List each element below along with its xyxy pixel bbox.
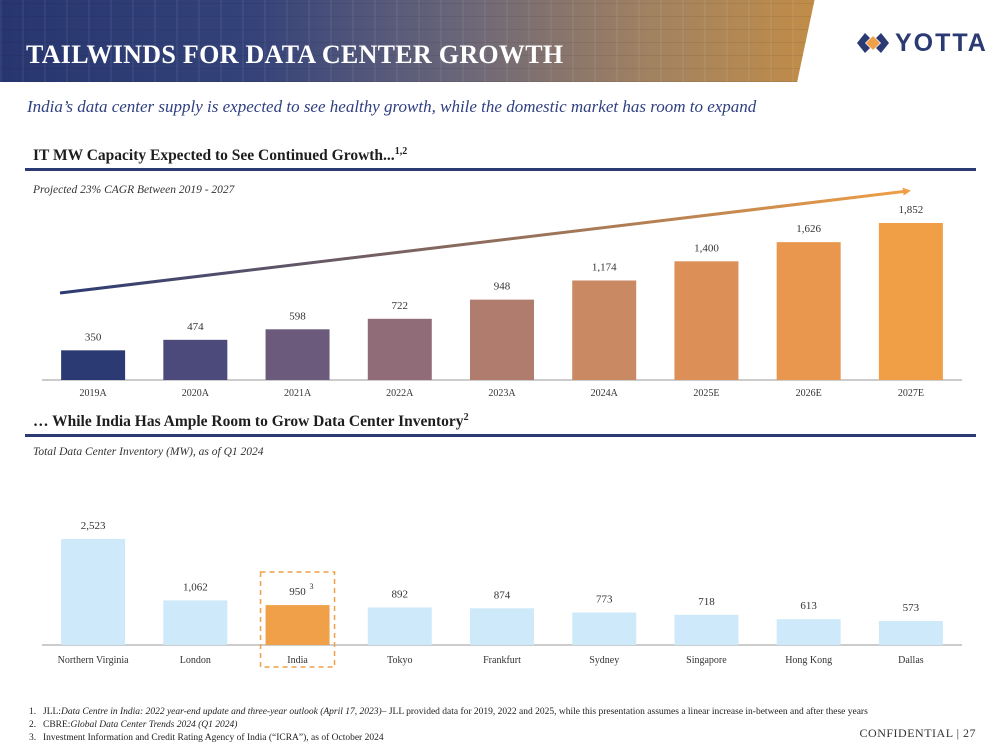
tick-label-2019a: 2019A — [79, 388, 107, 399]
banner-texture — [0, 0, 835, 82]
tick-label-2027e: 2027E — [898, 388, 924, 399]
highlight-footnote-ref: 3 — [310, 582, 314, 591]
bar-sydney — [572, 612, 637, 645]
data-label-hong-kong: 613 — [800, 600, 817, 612]
section1-note: Projected 23% CAGR Between 2019 - 2027 — [33, 184, 235, 196]
bar-dallas — [878, 620, 943, 645]
footnotes: 1. JLL: Data Centre in India: 2022 year-… — [29, 706, 868, 745]
tick-label-india: India — [287, 655, 308, 666]
tick-label-northern-virginia: Northern Virginia — [58, 655, 130, 666]
section2-note: Total Data Center Inventory (MW), as of … — [33, 446, 264, 458]
footnote-2: 2. CBRE: Global Data Center Trends 2024 … — [29, 720, 238, 730]
confidential-page-number: CONFIDENTIAL | 27 — [859, 726, 976, 740]
tick-label-2025e: 2025E — [693, 388, 719, 399]
tick-label-hong-kong: Hong Kong — [785, 655, 832, 666]
section2-rule — [25, 434, 976, 437]
yotta-logo: YOTTA — [855, 28, 988, 58]
page-title: TAILWINDS FOR DATA CENTER GROWTH — [26, 40, 564, 69]
data-label-frankfurt: 874 — [494, 589, 511, 601]
tick-label-singapore: Singapore — [686, 655, 727, 666]
tick-label-2026e: 2026E — [796, 388, 822, 399]
bar-2024a — [572, 280, 637, 380]
highlight-dashed-box — [259, 571, 336, 668]
bar-2022a — [367, 318, 432, 380]
data-label-2026e: 1,626 — [796, 223, 821, 235]
tick-label-2022a: 2022A — [386, 388, 414, 399]
bar-frankfurt — [470, 608, 534, 645]
data-label-tokyo: 892 — [392, 589, 409, 601]
section1-footnote-ref: 1,2 — [394, 146, 408, 157]
tick-label-tokyo: Tokyo — [387, 655, 412, 666]
data-label-northern-virginia: 2,523 — [81, 520, 106, 532]
data-label-2021a: 598 — [289, 310, 306, 322]
section1-rule — [25, 168, 976, 171]
footnote-3: 3. Investment Information and Credit Rat… — [29, 733, 384, 743]
tick-label-2021a: 2021A — [284, 388, 312, 399]
bar-2026e — [776, 242, 841, 380]
bar-tokyo — [367, 607, 432, 645]
bar-2023a — [470, 299, 534, 380]
data-label-dallas: 573 — [903, 602, 920, 614]
tick-label-dallas: Dallas — [898, 655, 924, 666]
bar-2027e — [878, 223, 943, 380]
yotta-logo-mark-icon — [857, 33, 889, 53]
tick-label-2023a: 2023A — [488, 388, 516, 399]
cagr-growth-arrow — [59, 187, 911, 295]
tick-label-frankfurt: Frankfurt — [483, 655, 521, 666]
tick-label-2020a: 2020A — [182, 388, 210, 399]
footnote-1: 1. JLL: Data Centre in India: 2022 year-… — [29, 707, 868, 717]
slide-subtitle: India’s data center supply is expected t… — [27, 97, 757, 116]
section1-title-text: IT MW Capacity Expected to See Continued… — [33, 147, 395, 165]
bar-northern-virginia — [61, 539, 126, 645]
bar-singapore — [674, 614, 739, 645]
bar-hong-kong — [776, 619, 841, 645]
bar-2019a — [61, 350, 126, 380]
tick-label-london: London — [180, 655, 211, 666]
tick-label-sydney: Sydney — [589, 655, 619, 666]
section2-title-text: … While India Has Ample Room to Grow Dat… — [33, 413, 464, 431]
logo-wordmark: YOTTA — [895, 28, 988, 57]
bar-india — [265, 605, 330, 645]
bar-2020a — [163, 339, 228, 380]
bar-london — [163, 600, 228, 645]
data-label-london: 1,062 — [183, 581, 208, 593]
data-label-2022a: 722 — [392, 300, 409, 312]
bar-2021a — [265, 329, 330, 380]
section2-title: … While India Has Ample Room to Grow Dat… — [33, 412, 469, 431]
tick-label-2024a: 2024A — [591, 388, 619, 399]
data-label-2027e: 1,852 — [899, 204, 924, 216]
data-label-sydney: 773 — [596, 594, 613, 606]
capacity-bar-chart: 350 2019A 474 2020A 598 2021A 722 2022A 948 2023A… — [42, 187, 962, 399]
data-label-2025e: 1,400 — [694, 242, 719, 254]
data-label-2020a: 474 — [187, 321, 204, 333]
data-label-singapore: 718 — [698, 596, 715, 608]
section2-footnote-ref: 2 — [463, 412, 469, 423]
data-label-2024a: 1,174 — [592, 261, 617, 273]
section1-title: IT MW Capacity Expected to See Continued… — [33, 146, 407, 165]
data-label-india: 950 — [289, 586, 306, 598]
bar-2025e — [674, 261, 739, 380]
inventory-bar-chart: 2,523 Northern Virginia 1,062 London 950 3 Ind… — [42, 520, 962, 668]
data-label-2019a: 350 — [85, 331, 102, 343]
data-label-2023a: 948 — [494, 281, 511, 293]
title-banner: TAILWINDS FOR DATA CENTER GROWTH — [0, 0, 835, 82]
